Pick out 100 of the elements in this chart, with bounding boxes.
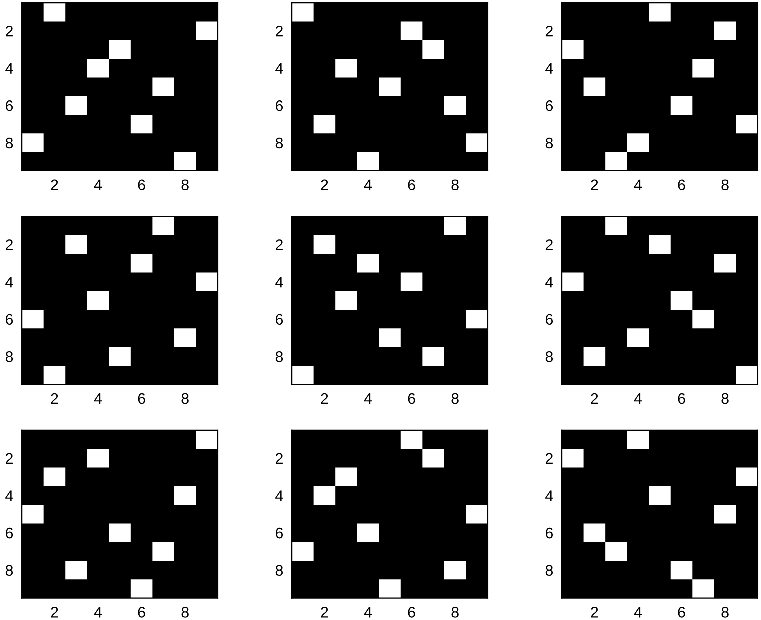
point bbox=[466, 310, 488, 329]
point bbox=[66, 96, 88, 115]
y-tick-label: 2 bbox=[6, 26, 13, 37]
x-tick-label: 8 bbox=[452, 607, 459, 618]
point bbox=[649, 3, 671, 22]
x-tick-label: 6 bbox=[408, 180, 416, 191]
point bbox=[22, 310, 44, 329]
x-tick-label: 4 bbox=[94, 180, 102, 190]
x-tick-label: 6 bbox=[138, 180, 146, 191]
point bbox=[444, 561, 466, 580]
point bbox=[130, 115, 153, 134]
point bbox=[400, 272, 423, 292]
y-tick-label: 4 bbox=[276, 490, 284, 502]
x-tick-label: 8 bbox=[182, 393, 189, 404]
y-tick-label: 6 bbox=[6, 314, 14, 326]
point bbox=[562, 40, 584, 60]
y-tick-label: 2 bbox=[546, 26, 553, 37]
y-tick-label: 8 bbox=[276, 565, 284, 576]
point bbox=[314, 486, 336, 506]
point bbox=[466, 505, 488, 524]
x-tick-label: 2 bbox=[321, 607, 328, 618]
point bbox=[422, 449, 444, 468]
y-tick-label: 4 bbox=[546, 63, 554, 74]
point bbox=[66, 561, 88, 580]
y-tick-label: 8 bbox=[546, 138, 554, 149]
point bbox=[109, 524, 131, 542]
point bbox=[379, 580, 401, 598]
point bbox=[152, 542, 174, 561]
point bbox=[562, 449, 584, 468]
y-tick-label: 4 bbox=[6, 63, 14, 74]
point bbox=[196, 430, 218, 450]
point bbox=[314, 235, 336, 254]
point bbox=[44, 3, 66, 22]
x-tick-label: 4 bbox=[634, 394, 642, 404]
point bbox=[714, 22, 736, 40]
y-tick-label: 4 bbox=[6, 277, 14, 288]
point bbox=[314, 115, 336, 134]
point bbox=[627, 134, 650, 152]
point bbox=[562, 272, 584, 292]
point bbox=[736, 468, 758, 486]
point bbox=[670, 561, 693, 580]
point bbox=[87, 59, 110, 78]
y-tick-label: 2 bbox=[276, 453, 283, 464]
x-tick-label: 2 bbox=[51, 607, 58, 618]
point bbox=[357, 524, 380, 542]
point bbox=[336, 291, 358, 310]
x-tick-label: 6 bbox=[408, 607, 416, 618]
point bbox=[692, 59, 714, 78]
point bbox=[584, 524, 606, 542]
x-tick-label: 6 bbox=[138, 607, 146, 618]
x-tick-label: 8 bbox=[722, 180, 729, 191]
point bbox=[444, 216, 466, 236]
point bbox=[336, 59, 358, 78]
y-tick-label: 2 bbox=[6, 453, 13, 464]
point bbox=[627, 430, 650, 450]
x-tick-label: 6 bbox=[138, 393, 146, 404]
y-tick-label: 6 bbox=[6, 100, 14, 112]
y-tick-label: 6 bbox=[276, 314, 284, 326]
point bbox=[692, 310, 714, 329]
y-tick-label: 8 bbox=[546, 565, 554, 576]
x-tick-label: 8 bbox=[452, 393, 459, 404]
y-tick-label: 4 bbox=[546, 490, 554, 502]
y-tick-label: 6 bbox=[276, 528, 284, 539]
y-tick-label: 2 bbox=[276, 26, 283, 37]
x-tick-label: 6 bbox=[678, 607, 686, 618]
point bbox=[109, 347, 131, 366]
point bbox=[66, 235, 88, 254]
point bbox=[649, 486, 671, 506]
y-tick-label: 2 bbox=[546, 453, 553, 464]
point bbox=[152, 216, 174, 236]
point bbox=[736, 115, 758, 134]
point bbox=[44, 366, 66, 385]
y-tick-label: 4 bbox=[546, 277, 554, 288]
point bbox=[22, 134, 44, 152]
point bbox=[584, 347, 606, 366]
point bbox=[379, 78, 401, 96]
point bbox=[692, 580, 714, 598]
x-tick-label: 6 bbox=[408, 393, 416, 404]
point bbox=[670, 291, 693, 310]
x-tick-label: 4 bbox=[364, 180, 372, 190]
point bbox=[736, 366, 758, 385]
point bbox=[649, 235, 671, 254]
point bbox=[584, 78, 606, 96]
y-tick-label: 6 bbox=[6, 528, 14, 539]
y-tick-label: 8 bbox=[6, 565, 14, 576]
y-tick-label: 2 bbox=[6, 240, 13, 250]
point bbox=[400, 22, 423, 40]
point bbox=[196, 22, 218, 40]
point bbox=[174, 152, 196, 171]
x-tick-label: 6 bbox=[678, 180, 686, 191]
x-tick-label: 6 bbox=[678, 393, 686, 404]
point bbox=[292, 542, 314, 561]
y-tick-label: 6 bbox=[546, 100, 554, 112]
point bbox=[670, 96, 693, 115]
x-tick-label: 2 bbox=[321, 180, 328, 190]
y-tick-label: 8 bbox=[546, 352, 554, 362]
x-tick-label: 4 bbox=[364, 607, 372, 618]
x-tick-label: 2 bbox=[591, 607, 598, 618]
x-tick-label: 2 bbox=[591, 393, 598, 404]
x-tick-label: 8 bbox=[452, 180, 459, 191]
